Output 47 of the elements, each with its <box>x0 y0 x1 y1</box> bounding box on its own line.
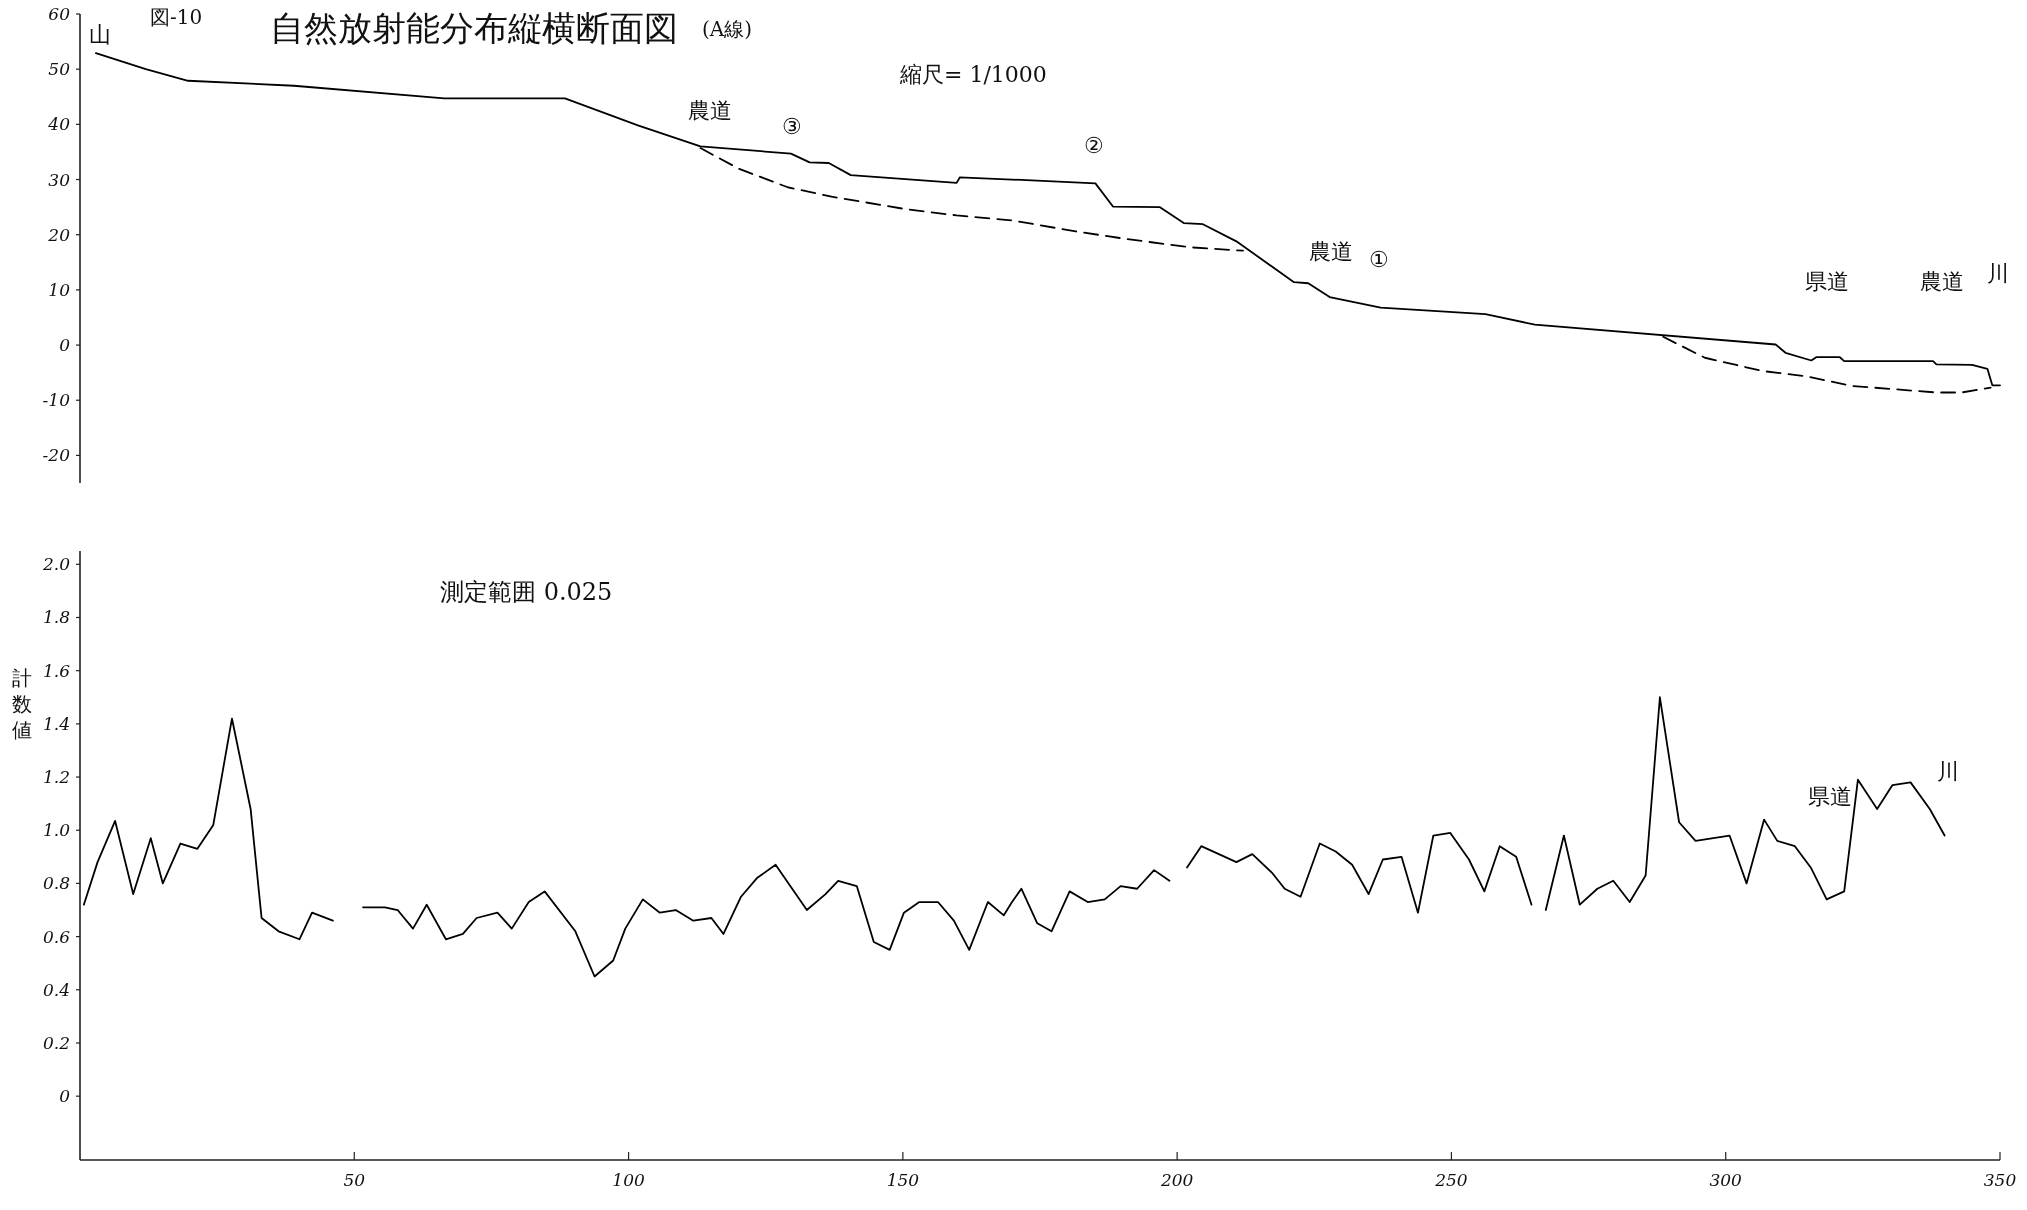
annotation: 農道 <box>1920 269 1964 294</box>
y-tick-label: 20 <box>47 224 71 245</box>
line-series <box>1186 832 1533 914</box>
y-tick-label: 30 <box>48 169 71 190</box>
annotation: ② <box>1084 133 1104 158</box>
y-tick-label: 50 <box>48 59 71 80</box>
x-tick-label: 200 <box>1159 1170 1194 1190</box>
y-tick-label: 0.6 <box>42 926 71 947</box>
annotation: 図-10 <box>150 5 203 29</box>
annotation: 農道 <box>688 98 732 123</box>
y-tick-label: 60 <box>48 4 71 24</box>
y-tick-label: 1.4 <box>42 713 70 734</box>
annotation: 県道 <box>1808 784 1852 809</box>
annotation: ① <box>1369 247 1389 272</box>
x-tick-label: 300 <box>1709 1170 1743 1190</box>
y-tick-label: 0.8 <box>42 873 71 894</box>
x-tick-label: 250 <box>1434 1170 1468 1190</box>
chart-title: 自然放射能分布縦横断面図 <box>270 8 678 48</box>
y-tick-label: 0 <box>59 1086 71 1107</box>
x-tick-label: 350 <box>1983 1170 2017 1190</box>
annotation: 川 <box>1937 759 1959 784</box>
y-tick-label: 10 <box>48 279 71 300</box>
x-tick-label: 100 <box>612 1170 645 1190</box>
y-tick-label: 1.8 <box>42 607 71 628</box>
chart-subtitle: (A線) <box>702 17 753 41</box>
y-tick-label: 0.4 <box>42 979 70 1000</box>
y-tick-label: 0.2 <box>42 1032 70 1053</box>
annotation: ③ <box>782 114 802 139</box>
y-tick-label: -10 <box>42 390 71 411</box>
x-tick-label: 50 <box>343 1170 366 1190</box>
x-tick-label: 150 <box>886 1170 920 1190</box>
y-tick-label: 1.6 <box>42 660 71 681</box>
y-axis-title: 計数値 <box>12 665 32 742</box>
annotation: 川 <box>1987 261 2009 286</box>
y-tick-label: 0 <box>59 335 71 356</box>
y-tick-label: -20 <box>42 445 71 466</box>
annotation: 山 <box>89 22 111 47</box>
y-tick-label: 2.0 <box>41 554 71 575</box>
line-series <box>362 863 1171 978</box>
annotation: 測定範囲 0.025 <box>440 578 613 606</box>
y-tick-label: 40 <box>47 114 71 135</box>
annotation: 農道 <box>1309 239 1353 264</box>
annotation: 県道 <box>1805 269 1849 294</box>
annotation: 縮尺= 1/1000 <box>899 62 1047 87</box>
y-tick-label: 1.2 <box>42 767 70 788</box>
line-series <box>82 717 334 941</box>
y-tick-label: 1.0 <box>42 820 71 841</box>
